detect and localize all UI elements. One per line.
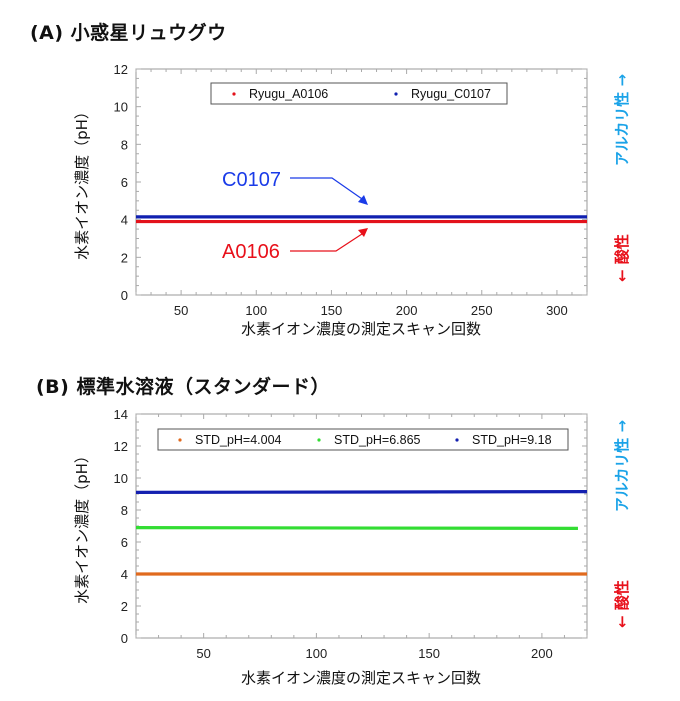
series-line [135,490,588,494]
x-tick-label: 150 [418,646,440,661]
y-tick-label: 12 [114,62,128,77]
y-tick-label: 10 [114,471,128,486]
alkaline-label-a: アルカリ性 → [613,74,631,166]
x-tick-label: 150 [321,303,343,318]
x-axis-title-a: 水素イオン濃度の測定スキャン回数 [241,320,481,338]
legend-b-item-2: STD_pH=9.18 [472,433,552,447]
legend-a: Ryugu_A0106 Ryugu_C0107 [210,82,508,105]
x-tick-label: 200 [396,303,418,318]
y-tick-label: 4 [121,213,128,228]
x-tick-label: 200 [531,646,553,661]
series-b [135,490,588,576]
y-tick-label: 8 [121,503,128,518]
y-tick-label: 6 [121,175,128,190]
legend-a-item-0: Ryugu_A0106 [249,87,328,101]
y-tick-label: 0 [121,631,128,646]
y-tick-label: 10 [114,100,128,115]
plot-area-b [135,413,588,639]
x-tick-label: 100 [306,646,328,661]
y-axis-b: 0 2 4 6 8 10 12 14 [114,407,587,646]
y-tick-label: 8 [121,137,128,152]
legend-b: STD_pH=4.004 STD_pH=6.865 STD_pH=9.18 [157,428,569,451]
legend-b-item-0: STD_pH=4.004 [195,433,282,447]
x-axis-a: 50 100 150 200 250 300 [135,69,588,318]
chart-a: 0 2 4 6 8 10 12 50 100 150 200 250 300 Ryugu_A0106 … [73,62,631,338]
legend-b-item-1: STD_pH=6.865 [334,433,421,447]
y-tick-label: 14 [114,407,128,422]
y-axis-title-a: 水素イオン濃度（pH） [73,104,91,260]
y-axis-a: 0 2 4 6 8 10 12 [114,62,587,303]
x-tick-label: 50 [174,303,188,318]
x-tick-label: 100 [245,303,267,318]
annotation-a0106: A0106 [222,228,368,263]
annotation-c0107: C0107 [222,169,368,205]
y-axis-title-b: 水素イオン濃度（pH） [73,448,91,604]
x-tick-label: 300 [546,303,568,318]
x-tick-label: 250 [471,303,493,318]
acidic-label-a: ← 酸性 [613,234,631,282]
y-tick-label: 4 [121,567,128,582]
x-axis-title-b: 水素イオン濃度の測定スキャン回数 [241,669,481,687]
svg-text:C0107: C0107 [222,169,281,191]
alkaline-label-b: アルカリ性 → [613,420,631,512]
panel-b-title: (B) 標準水溶液（スタンダード） [36,376,330,398]
series-a [136,215,587,224]
svg-text:A0106: A0106 [222,241,280,263]
x-tick-label: 50 [196,646,210,661]
acidic-label-b: ← 酸性 [613,580,631,628]
legend-a-item-1: Ryugu_C0107 [411,87,491,101]
panel-a-title: (A) 小惑星リュウグウ [30,22,227,44]
y-tick-label: 2 [121,599,128,614]
x-axis-b: 50 100 150 200 [135,414,588,661]
y-tick-label: 12 [114,439,128,454]
series-line [135,525,578,531]
y-tick-label: 2 [121,250,128,265]
y-tick-label: 6 [121,535,128,550]
y-tick-label: 0 [121,288,128,303]
